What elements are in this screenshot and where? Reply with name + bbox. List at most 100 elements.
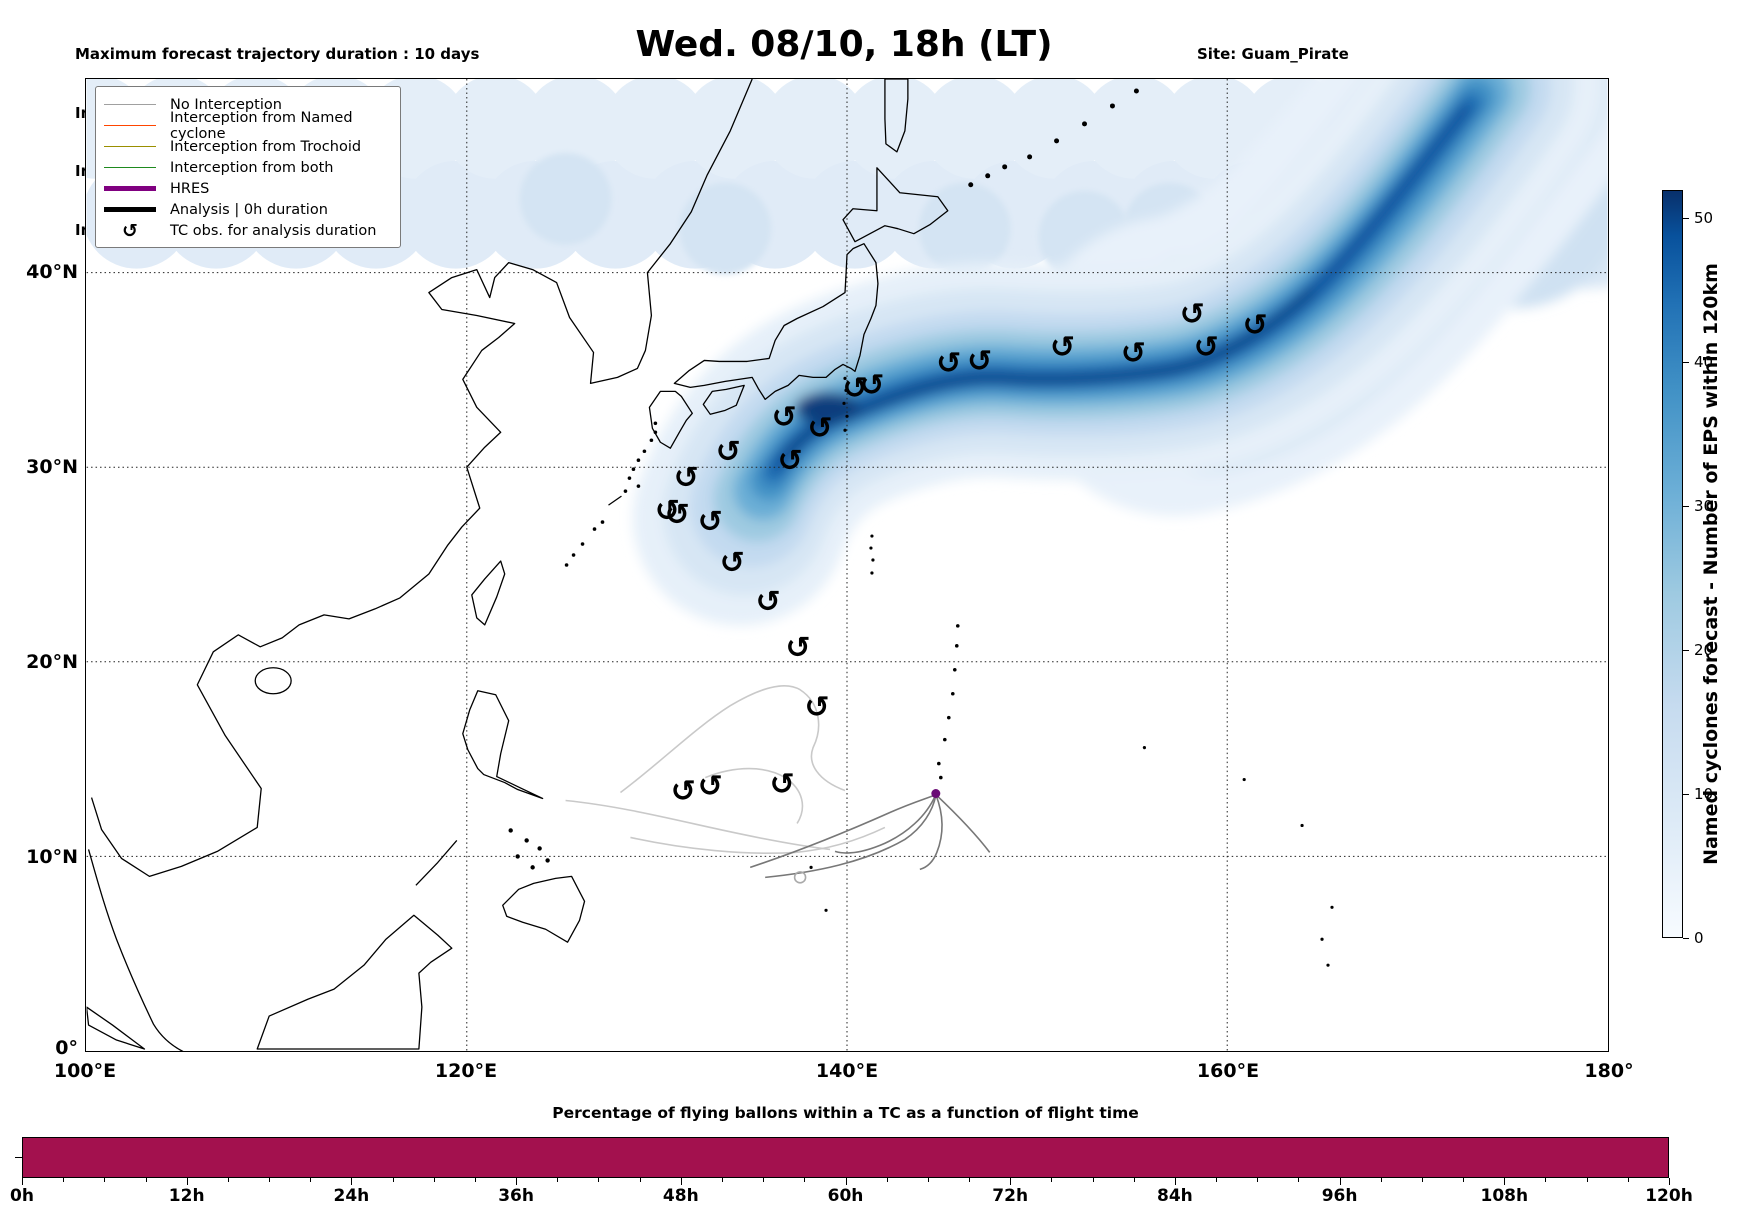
bottom-chart-title: Percentage of flying ballons within a TC… (552, 1104, 1139, 1122)
tc-obs-symbol: ↺ (786, 630, 811, 665)
colorbar-tick-label: 20 (1694, 641, 1714, 659)
bottom-chart-tick-label: 24h (333, 1186, 370, 1206)
x-tick-label: 180° (1584, 1060, 1634, 1082)
colorbar-tick-label: 40 (1694, 353, 1714, 371)
bottom-chart-tick-label: 72h (992, 1186, 1029, 1206)
tc-obs-symbol: ↺ (698, 769, 723, 804)
percentage-bar (22, 1137, 1669, 1178)
bottom-chart-tickmark (1010, 1178, 1012, 1185)
eps-scallop (918, 182, 1011, 275)
small-islands (508, 88, 1334, 967)
bottom-chart-tickmark (186, 1178, 188, 1185)
tc-obs-symbol: ↺ (1121, 336, 1146, 371)
legend-line-sample (104, 146, 156, 147)
bottom-chart-minor-tick (1133, 1178, 1135, 1182)
legend-item-label: TC obs. for analysis duration (170, 222, 377, 239)
legend-item: Interception from Trochoid (104, 136, 392, 157)
legend-item-label: HRES (170, 180, 210, 197)
bottom-chart-minor-tick (1421, 1178, 1423, 1182)
map-panel: ↺ ↺ ↺ ↺ ↺ ↺ ↺ ↺ ↺ ↺ ↺ ↺ ↺ ↺ ↺ ↺ ↺ ↺ ↺ ↺ ↺ ↺ ↺ ↺ No Interception… (85, 78, 1609, 1052)
bottom-chart-minor-tick (639, 1178, 641, 1182)
max-duration-line: Maximum forecast trajectory duration : 1… (75, 45, 480, 63)
tc-obs-symbol: ↺ (936, 346, 961, 381)
colorbar-tickmark (1683, 650, 1689, 651)
legend-item-label: Analysis | 0h duration (170, 201, 328, 218)
x-tick-label: 100°E (53, 1060, 117, 1082)
map-legend: No Interception Interception from Named c… (95, 86, 401, 248)
colorbar-tick-label: 50 (1694, 209, 1714, 227)
tc-obs-symbol: ↺ (1180, 297, 1205, 332)
bottom-chart-tick-label: 60h (827, 1186, 864, 1206)
eps-plume (632, 79, 1608, 626)
y-tick-label: 40°N (26, 261, 78, 283)
tc-obs-symbol: ↺ (720, 546, 745, 581)
tc-obs-symbol: ↺ (805, 690, 830, 725)
eps-scallop (922, 79, 1027, 179)
eps-scallop (519, 152, 612, 245)
bottom-chart-minor-tick (227, 1178, 229, 1182)
eps-scallop (443, 79, 548, 179)
legend-line-sample (104, 104, 156, 105)
tc-obs-symbol: ↺ (808, 411, 833, 446)
eps-scallop (603, 79, 708, 179)
bottom-chart-minor-tick (104, 1178, 106, 1182)
bottom-chart-minor-tick (1463, 1178, 1465, 1182)
colorbar-tickmark (1683, 362, 1689, 363)
bottom-chart-minor-tick (886, 1178, 888, 1182)
legend-line-sample (104, 125, 156, 126)
eps-scallop (763, 79, 867, 179)
bottom-chart-tick-label: 108h (1480, 1186, 1529, 1206)
bottom-chart-tickmark (1504, 1178, 1506, 1185)
bottom-chart-minor-tick (763, 1178, 765, 1182)
bottom-chart-tickmark (351, 1178, 353, 1185)
eps-scallop (1082, 79, 1187, 179)
bottom-chart-tick-label: 96h (1321, 1186, 1358, 1206)
colorbar-tickmark (1683, 506, 1689, 507)
eps-scallop (1002, 79, 1107, 179)
bottom-chart-tick-label: 0h (10, 1186, 34, 1206)
tc-obs-symbol: ↺ (674, 461, 699, 496)
bottom-chart-minor-tick (1257, 1178, 1259, 1182)
colorbar-label: Named cyclones forecast - Number of EPS … (1700, 263, 1722, 865)
colorbar-tickmark (1683, 794, 1689, 795)
colorbar (1662, 190, 1683, 938)
coastlines (86, 79, 949, 1051)
colorbar-tick-label: 10 (1694, 785, 1714, 803)
bottom-chart-minor-tick (1627, 1178, 1629, 1182)
tc-obs-symbol: ↺ (698, 505, 723, 540)
x-tick-label: 140°E (815, 1060, 879, 1082)
eps-scallop (523, 79, 628, 179)
tc-obs-symbol: ↺ (770, 767, 795, 802)
colorbar-tick-label: 30 (1694, 497, 1714, 515)
no-interception-trajectories (565, 685, 991, 884)
tc-obs-symbol: ↺ (859, 368, 884, 403)
bottom-chart-minor-tick (598, 1178, 600, 1182)
legend-line-sample (104, 207, 156, 212)
legend-item: Interception from both (104, 157, 392, 178)
bottom-chart-tickmark (1339, 1178, 1341, 1185)
bottom-chart-minor-tick (969, 1178, 971, 1182)
bottom-chart-minor-tick (310, 1178, 312, 1182)
tc-obs-symbol: ↺ (1194, 330, 1219, 365)
y-tick-label: 20°N (26, 651, 78, 673)
bottom-chart-minor-tick (1380, 1178, 1382, 1182)
bottom-chart-minor-tick (1216, 1178, 1218, 1182)
bottom-chart-minor-tick (1051, 1178, 1053, 1182)
graticule (86, 79, 1608, 1051)
page-title: Wed. 08/10, 18h (LT) (635, 24, 1053, 65)
bottom-chart-tick-label: 120h (1645, 1186, 1693, 1206)
eps-scallop (1162, 79, 1267, 179)
tc-symbol-icon: ↺ (122, 219, 138, 242)
y-tick-label: 30°N (26, 456, 78, 478)
eps-scallop (679, 182, 772, 275)
bottom-chart-minor-tick (927, 1178, 929, 1182)
tc-obs-symbol: ↺ (1243, 308, 1268, 343)
legend-item-label: Interception from Named cyclone (170, 109, 353, 142)
bottom-chart-tickmark (516, 1178, 518, 1185)
tc-obs-symbol: ↺ (967, 344, 992, 379)
bottom-chart-minor-tick (474, 1178, 476, 1182)
bottom-chart-tickmark (680, 1178, 682, 1185)
map-canvas: ↺ ↺ ↺↺↺↺↺↺↺↺↺↺ ↺↺ ↺↺↺↺ ↺ ↺ ↺↺↺↺ (86, 79, 1608, 1051)
bottom-chart-tick-label: 84h (1157, 1186, 1193, 1206)
